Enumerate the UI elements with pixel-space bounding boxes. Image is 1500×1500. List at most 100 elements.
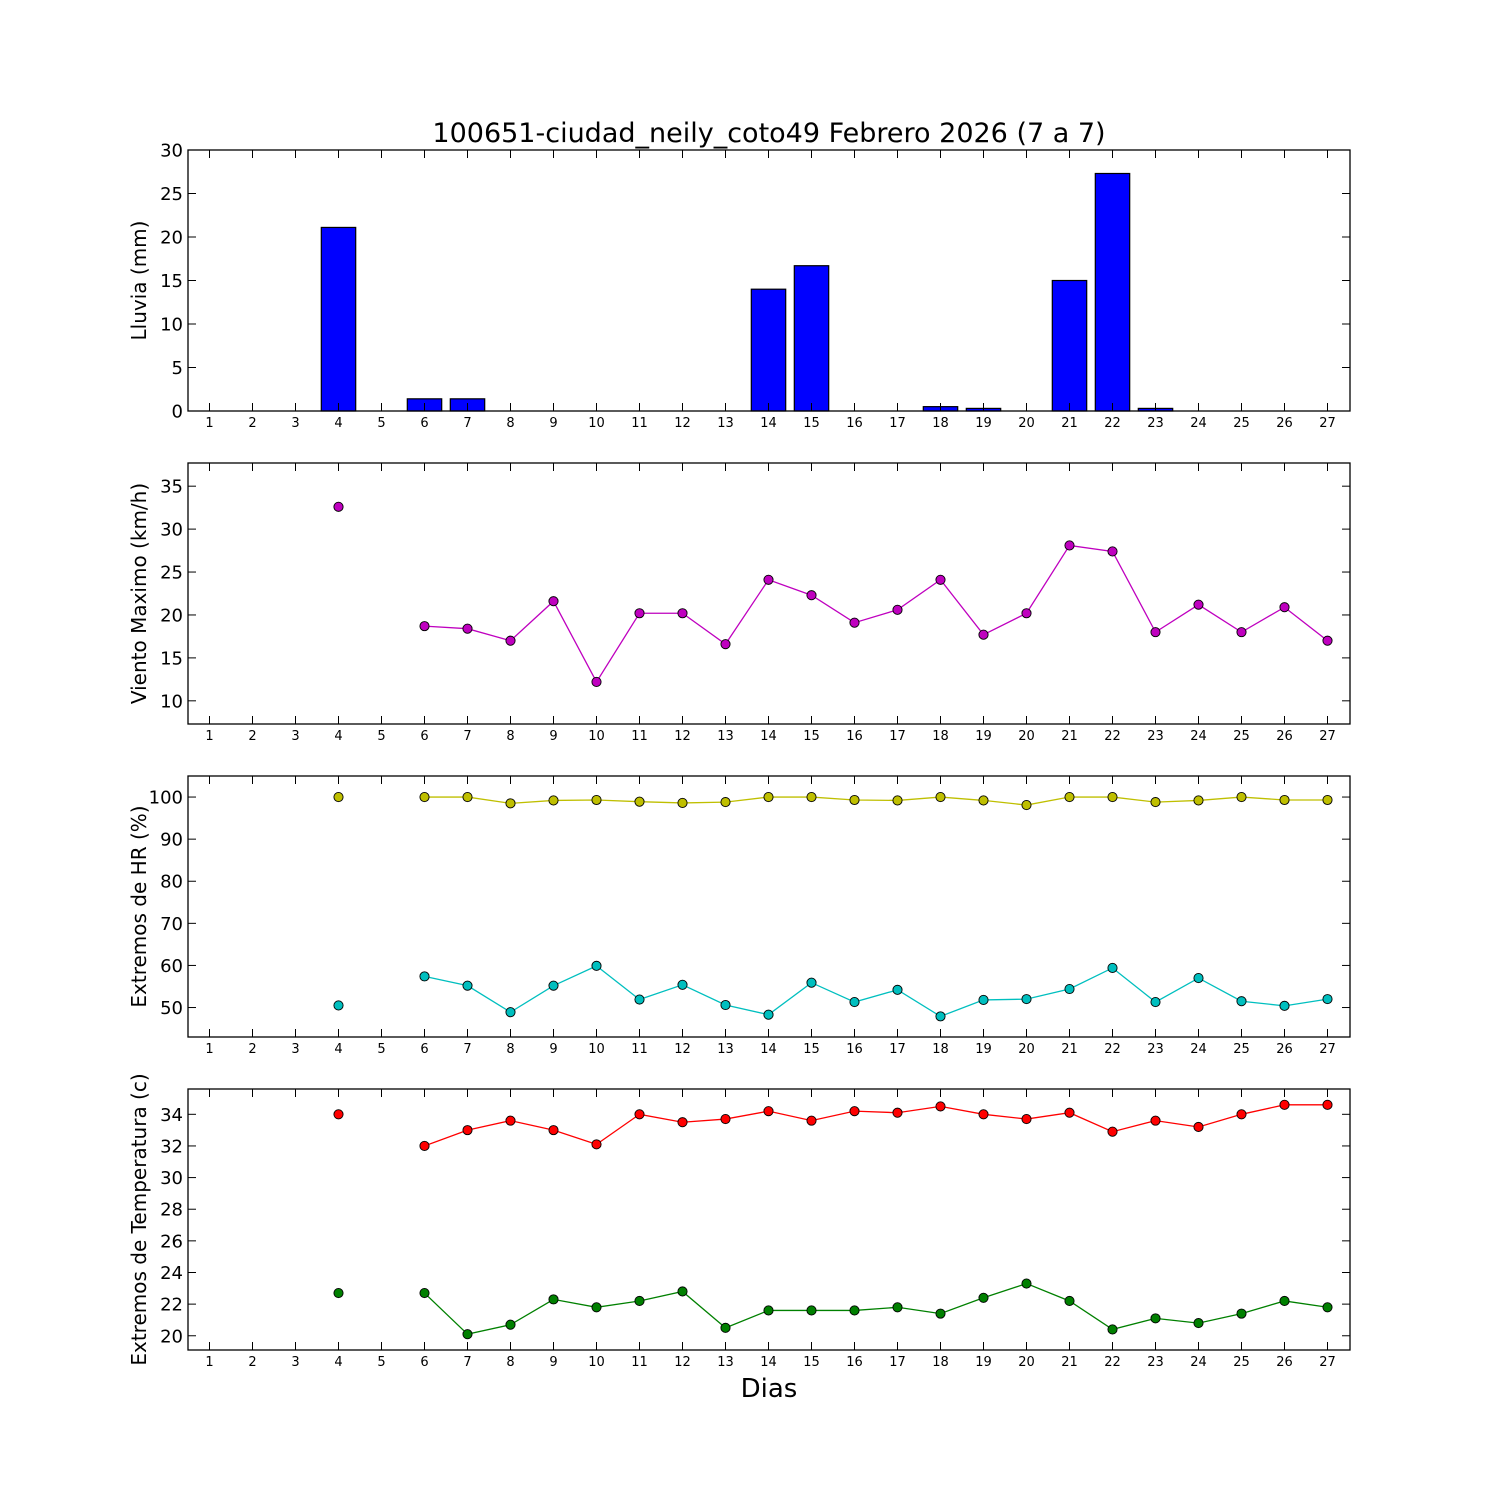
temp-min-point-day-12 [677,1286,688,1297]
hr-max-point-day-17 [892,795,903,806]
temp-xtick-label-25: 25 [1233,1355,1250,1370]
wind-xtick-label-5: 5 [377,729,385,744]
rain-xtick-label-18: 18 [932,416,949,431]
wind-max-point-day-23 [1150,627,1161,638]
hr-max-point-day-18 [935,791,946,803]
temp-ytick-label-28: 28 [160,1200,183,1221]
hr-max-point-day-9 [548,795,559,806]
wind-xtick-label-16: 16 [846,729,863,744]
wind-max-point-day-8 [505,635,516,646]
hr-xtick-label-18: 18 [932,1042,949,1057]
rain-xtick-label-9: 9 [549,416,557,431]
wind-xtick-label-26: 26 [1276,729,1293,744]
temp-min-point-day-9 [548,1294,559,1305]
temp-min-point-day-15 [806,1305,817,1316]
hr-max-point-day-8 [505,798,516,809]
wind-max-point-day-26 [1279,602,1290,613]
wind-xtick-label-24: 24 [1190,729,1207,744]
wind-ytick-label-30: 30 [160,520,183,541]
hr-min-point-day-24 [1193,973,1204,984]
hr-xtick-label-8: 8 [506,1042,514,1057]
temp-max-point-day-10 [591,1139,602,1150]
hr-min-point-day-18 [935,1011,946,1022]
hr-xtick-label-11: 11 [631,1042,648,1057]
temp-max-point-day-17 [892,1107,903,1118]
hr-min-point-day-16 [849,997,860,1008]
wind-max-point-day-22 [1107,546,1118,557]
hr-xtick-label-5: 5 [377,1042,385,1057]
temp-min-point-day-19 [978,1292,989,1303]
wind-xtick-label-8: 8 [506,729,514,744]
wind-max-point-day-21 [1064,540,1075,551]
temp-ytick-label-20: 20 [160,1326,183,1347]
wind-xtick-label-1: 1 [205,729,213,744]
wind-max-point-day-18 [935,574,946,585]
hr-max-point-day-13 [720,797,731,808]
temp-min-point-day-27 [1322,1302,1333,1313]
wind-ytick-label-25: 25 [160,563,183,584]
hr-min-point-day-21 [1064,983,1075,995]
hr-max-point-day-7 [462,791,473,803]
hr-ytick-label-60: 60 [160,956,183,977]
hr-ytick-label-90: 90 [160,830,183,851]
wind-max-point-day-16 [849,617,860,628]
wind-xtick-label-19: 19 [975,729,992,744]
rain-bar-day-15 [793,265,830,412]
temp-min-point-day-20 [1021,1278,1032,1289]
hr-max-point-day-16 [849,794,860,806]
temp-min-point-day-25 [1236,1308,1247,1319]
temp-xtick-label-8: 8 [506,1355,514,1370]
temp-min-point-day-22 [1107,1324,1118,1335]
hr-max-point-day-12 [677,797,688,808]
temp-xtick-label-3: 3 [291,1355,299,1370]
hr-xtick-label-16: 16 [846,1042,863,1057]
temp-xtick-label-1: 1 [205,1355,213,1370]
hr-xtick-label-3: 3 [291,1042,299,1057]
wind-max-point-day-10 [591,676,602,687]
temp-max-point-day-15 [806,1115,817,1126]
hr-min-point-day-12 [677,979,688,990]
temp-xtick-label-11: 11 [631,1355,648,1370]
hr-xtick-label-13: 13 [717,1042,734,1057]
hr-xtick-label-4: 4 [334,1042,342,1057]
temp-max-point-day-8 [505,1115,516,1126]
temp-max-line-1 [424,1104,1328,1147]
wind-ytick-label-35: 35 [160,477,183,498]
temp-max-point-day-13 [720,1114,731,1125]
rain-ytick-label-10: 10 [160,315,183,336]
hr-xtick-label-6: 6 [420,1042,428,1057]
temp-xtick-label-14: 14 [760,1355,777,1370]
wind-max-point-day-25 [1236,627,1247,638]
wind-max-point-day-13 [720,639,731,650]
wind-xtick-label-17: 17 [889,729,906,744]
hr-xtick-label-7: 7 [463,1042,471,1057]
temp-xtick-label-22: 22 [1104,1355,1121,1370]
wind-xtick-label-10: 10 [588,729,605,744]
wind-max-point-day-15 [806,590,817,601]
rain-xtick-label-19: 19 [975,416,992,431]
rain-xtick-label-21: 21 [1061,416,1078,431]
temp-max-point-day-9 [548,1125,559,1136]
x-axis-label: Dias [741,1374,798,1404]
wind-max-point-day-9 [548,596,559,607]
temp-xtick-label-26: 26 [1276,1355,1293,1370]
temp-ytick-label-22: 22 [160,1295,183,1316]
hr-max-point-day-19 [978,795,989,806]
temp-xtick-label-21: 21 [1061,1355,1078,1370]
rain-bar-day-21 [1051,279,1088,412]
temp-max-point-day-19 [978,1109,989,1120]
hr-max-point-day-22 [1107,791,1118,803]
wind-max-point-day-4 [333,501,344,512]
wind-xtick-label-14: 14 [760,729,777,744]
temp-max-point-day-6 [419,1140,430,1151]
rain-xtick-label-22: 22 [1104,416,1121,431]
hr-xtick-label-27: 27 [1319,1042,1336,1057]
temp-xtick-label-16: 16 [846,1355,863,1370]
wind-xtick-label-15: 15 [803,729,820,744]
hr-max-point-day-24 [1193,795,1204,806]
hr-min-point-day-27 [1322,994,1333,1005]
rain-xtick-label-5: 5 [377,416,385,431]
temp-min-point-day-17 [892,1302,903,1313]
